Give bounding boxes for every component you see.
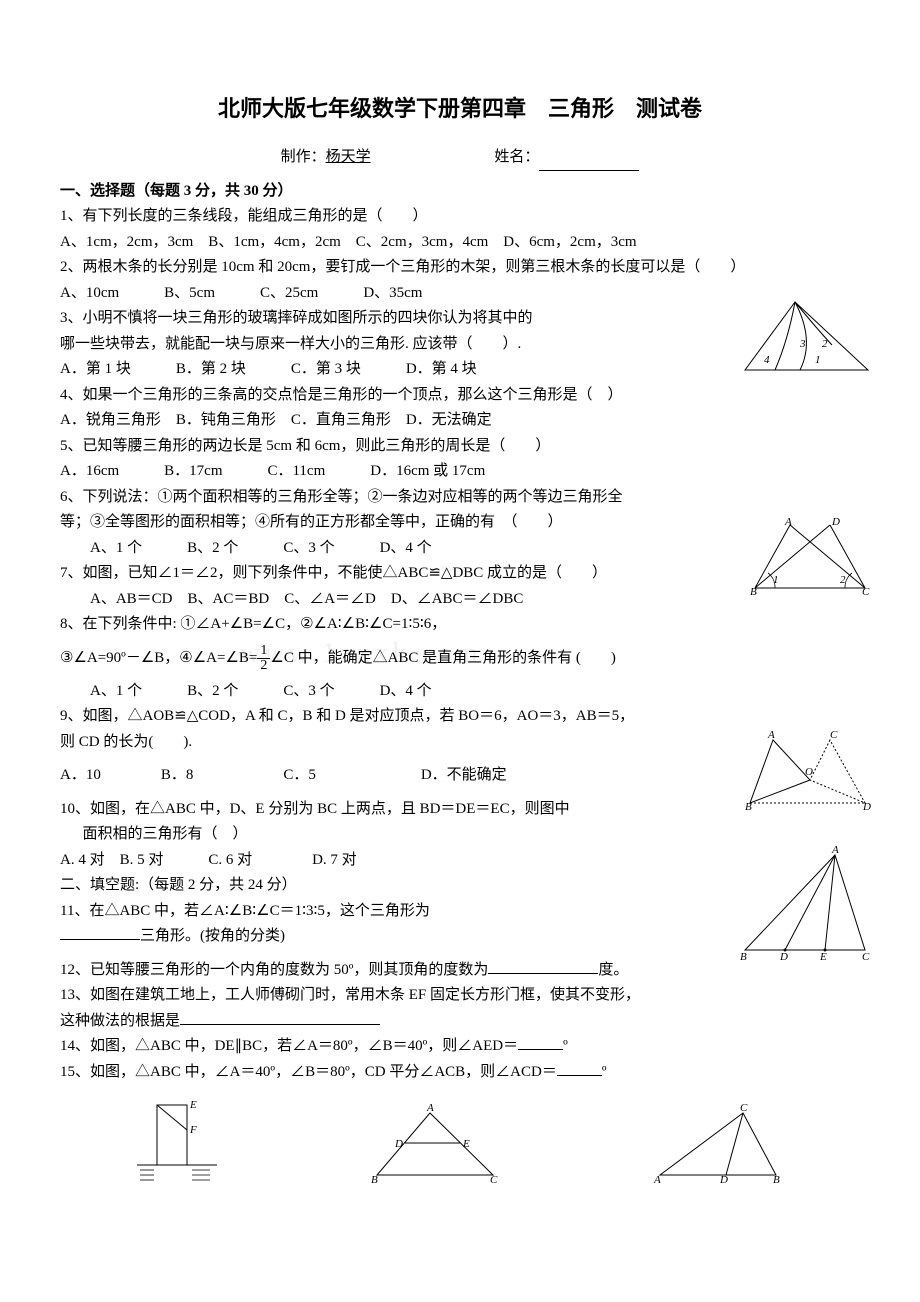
q12-b: 度。 [598,962,628,978]
q7: 7、如图，已知∠1＝∠2，则下列条件中，不能使△ABC≌△DBC 成立的是（ ）… [60,561,860,612]
svg-text:4: 4 [764,354,770,366]
q4: 4、如果一个三角形的三条高的交点恰是三角形的一个顶点，那么这个三角形是（ ） A… [60,383,860,434]
svg-text:B: B [740,951,747,963]
fig13: E F [132,1100,222,1185]
q11-line1: 11、在△ABC 中，若∠A∶∠B∶∠C＝1∶3∶5，这个三角形为 [60,899,720,925]
svg-text:A: A [784,516,792,528]
svg-text:A: A [426,1102,434,1114]
svg-text:E: E [462,1138,470,1150]
section1-header: 一、选择题（每题 3 分，共 30 分） [60,179,860,205]
page-title: 北师大版七年级数学下册第四章 三角形 测试卷 [60,90,860,127]
svg-text:3: 3 [799,338,806,350]
q10-line1: 10、如图，在△ABC 中，D、E 分别为 BC 上两点，且 BD＝DE＝EC，… [60,797,720,823]
q14-blank[interactable] [518,1034,563,1050]
q13-line1: 13、如图在建筑工地上，工人师傅砌门时，常用木条 EF 固定长方形门框，使其不变… [60,983,860,1009]
q6-opts: A、1 个 B、2 个 C、3 个 D、4 个 [60,536,860,562]
q10-figure: A B D E C [740,850,870,967]
fig14: A D E B C [365,1105,505,1185]
svg-text:C: C [490,1174,498,1186]
svg-text:C: C [862,586,870,598]
q9-opts: A．10 B．8 C．5 D．不能确定 [60,763,730,789]
q13-blank[interactable] [180,1009,380,1025]
q6: 6、下列说法：①两个面积相等的三角形全等；②一条边对应相等的两个等边三角形全 等… [60,485,860,562]
q8-opts: A、1 个 B、2 个 C、3 个 D、4 个 [60,679,860,705]
svg-text:D: D [394,1138,403,1150]
q7-opts: A、AB＝CD B、AC＝BD C、∠A＝∠D D、∠ABC＝∠DBC [60,587,730,613]
svg-text:2: 2 [822,338,828,350]
q9: 9、如图，△AOB≌△COD，A 和 C，B 和 D 是对应顶点，若 BO＝6，… [60,704,860,789]
q3-opts: A．第 1 块 B．第 2 块 C．第 3 块 D．第 4 块 [60,357,720,383]
q1-stem: 1、有下列长度的三条线段，能组成三角形的是（ ） [60,204,860,230]
svg-text:B: B [750,586,757,598]
q2: 2、两根木条的长分别是 10cm 和 20cm，要钉成一个三角形的木架，则第三根… [60,255,860,306]
svg-text:B: B [371,1174,378,1186]
svg-text:1: 1 [815,354,821,366]
bottom-figures: E F A D E B C C A D B [60,1095,860,1185]
svg-text:D: D [862,801,871,813]
q11-blank[interactable] [60,924,140,940]
q9-figure: A C O B D [745,735,870,817]
svg-text:C: C [830,729,838,741]
svg-text:E: E [819,951,827,963]
svg-text:A: A [653,1174,661,1186]
q1: 1、有下列长度的三条线段，能组成三角形的是（ ） A、1cm，2cm，3cm B… [60,204,860,255]
q13-line2: 这种做法的根据是 [60,1013,180,1029]
name-label: 姓名： [494,149,539,165]
q13: 13、如图在建筑工地上，工人师傅砌门时，常用木条 EF 固定长方形门框，使其不变… [60,983,860,1034]
q12-blank[interactable] [488,958,598,974]
q15-a: 15、如图，△ABC 中，∠A＝40º，∠B＝80º，CD 平分∠ACB，则∠A… [60,1064,557,1080]
svg-text:B: B [773,1174,780,1186]
q1-opts: A、1cm，2cm，3cm B、1cm，4cm，2cm C、2cm，3cm，4c… [60,230,860,256]
q5: 5、已知等腰三角形的两边长是 5cm 和 6cm，则此三角形的周长是（ ） A．… [60,434,860,485]
svg-text:C: C [862,951,870,963]
svg-text:O: O [805,766,813,778]
q8-line2a: ③∠A=90º－∠B，④∠A=∠B= [60,650,257,666]
name-blank[interactable] [539,155,639,171]
q8-line2b: ∠C 中，能确定△ABC 是直角三角形的条件有 ( ) [270,650,616,666]
q15: 15、如图，△ABC 中，∠A＝40º，∠B＝80º，CD 平分∠ACB，则∠A… [60,1060,860,1086]
byline: 制作：杨天学 姓名： [60,145,860,171]
svg-text:A: A [831,844,839,856]
maker-label: 制作： [281,149,326,165]
svg-text:D: D [779,951,788,963]
q2-stem: 2、两根木条的长分别是 10cm 和 20cm，要钉成一个三角形的木架，则第三根… [60,255,860,281]
fig15: C A D B [648,1105,788,1185]
author: 杨天学 [326,149,371,165]
svg-text:D: D [831,516,840,528]
q14-b: º [563,1038,568,1054]
q3-figure: 4 3 2 1 [740,300,870,382]
svg-text:F: F [189,1124,197,1136]
svg-text:E: E [189,1099,197,1111]
q3-line1: 3、小明不慎将一块三角形的玻璃摔碎成如图所示的四块你认为将其中的 [60,306,720,332]
q8: 8、在下列条件中: ①∠A+∠B=∠C，②∠A∶∠B∶∠C=1∶5∶6， ③∠A… [60,612,860,704]
svg-text:A: A [767,729,775,741]
q6-line1: 6、下列说法：①两个面积相等的三角形全等；②一条边对应相等的两个等边三角形全 [60,485,860,511]
svg-text:B: B [745,801,752,813]
q14: 14、如图，△ABC 中，DE∥BC，若∠A＝80º，∠B＝40º，则∠AED＝… [60,1034,860,1060]
q11-suffix: 三角形。(按角的分类) [140,928,285,944]
q3-line2: 哪一些块带去，就能配一块与原来一样大小的三角形. 应该带（ ）. [60,332,720,358]
q14-a: 14、如图，△ABC 中，DE∥BC，若∠A＝80º，∠B＝40º，则∠AED＝ [60,1038,518,1054]
svg-text:D: D [719,1174,728,1186]
q7-stem: 7、如图，已知∠1＝∠2，则下列条件中，不能使△ABC≌△DBC 成立的是（ ） [60,561,730,587]
q12-a: 12、已知等腰三角形的一个内角的度数为 50º，则其顶角的度数为 [60,962,488,978]
q8-stem: 8、在下列条件中: ①∠A+∠B=∠C，②∠A∶∠B∶∠C=1∶5∶6， [60,612,860,638]
q6-line2: 等；③全等图形的面积相等；④所有的正方形都全等中，正确的有 （ ） [60,510,860,536]
q9-line2: 则 CD 的长为( ). [60,730,730,756]
q10-opts: A. 4 对 B. 5 对 C. 6 对 D. 7 对 [60,848,720,874]
q5-opts: A．16cm B．17cm C．11cm D．16cm 或 17cm [60,459,860,485]
q15-b: º [602,1064,607,1080]
q15-blank[interactable] [557,1060,602,1076]
q9-line1: 9、如图，△AOB≌△COD，A 和 C，B 和 D 是对应顶点，若 BO＝6，… [60,704,730,730]
q5-stem: 5、已知等腰三角形的两边长是 5cm 和 6cm，则此三角形的周长是（ ） [60,434,860,460]
q4-opts: A．锐角三角形 B．钝角三角形 C．直角三角形 D．无法确定 [60,408,860,434]
q8-fraction: 12 [257,644,270,673]
q10-line2: 面积相的三角形有（ ） [60,822,720,848]
svg-text:C: C [740,1102,748,1114]
q4-stem: 4、如果一个三角形的三条高的交点恰是三角形的一个顶点，那么这个三角形是（ ） [60,383,860,409]
q7-figure: A D B C 1 2 [750,520,870,602]
